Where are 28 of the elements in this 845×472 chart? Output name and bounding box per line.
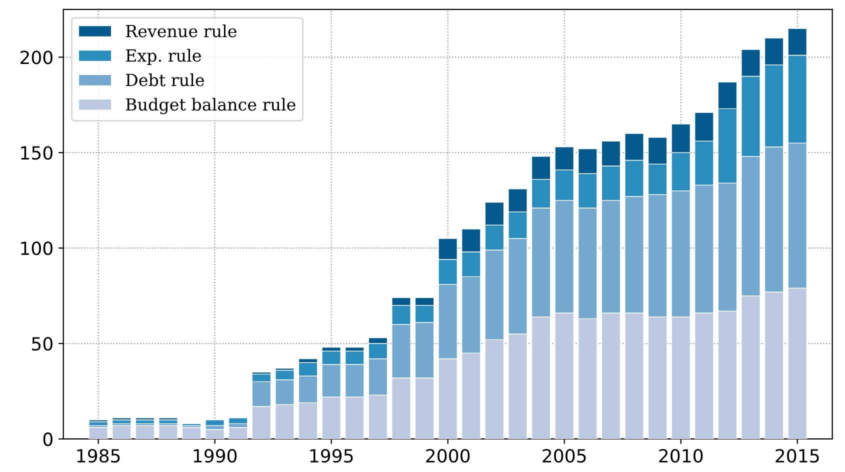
bar: [228, 427, 248, 439]
x-tick-label: 1985: [77, 449, 120, 463]
legend-label: Debt rule: [126, 73, 204, 86]
bar: [182, 427, 202, 439]
bar: [135, 425, 155, 439]
x-tick-label: 2015: [776, 449, 819, 463]
x-tick-label: 2000: [426, 449, 470, 463]
y-tick-label: 150: [21, 146, 52, 160]
bar: [228, 418, 248, 424]
x-tick-label: 1995: [310, 449, 353, 463]
bar: [88, 421, 108, 426]
x-tick-label: 1990: [194, 449, 237, 463]
bar: [112, 420, 132, 424]
x-tick-label: 2005: [542, 449, 586, 463]
legend-label: Exp. rule: [126, 48, 201, 66]
x-tick-label: 2010: [659, 449, 703, 463]
bar: [112, 425, 132, 439]
legend-label: Budget balance rule: [126, 98, 296, 114]
y-tick-label: 200: [20, 50, 52, 64]
y-tick-label: 50: [32, 336, 52, 351]
y-tick-label: 100: [21, 242, 52, 256]
legend-label: Revenue rule: [126, 24, 236, 38]
bar: [158, 425, 178, 439]
bar: [158, 420, 178, 424]
bar: [205, 429, 225, 439]
bar: [205, 420, 225, 426]
bar: [88, 427, 108, 439]
y-tick-label: 0: [43, 432, 52, 446]
